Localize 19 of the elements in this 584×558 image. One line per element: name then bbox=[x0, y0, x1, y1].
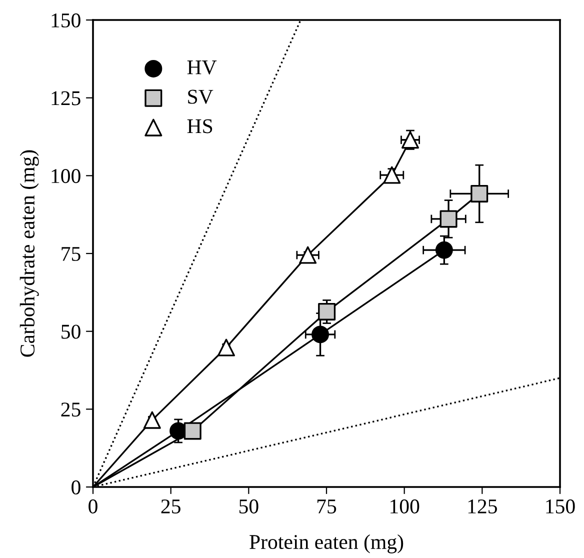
y-tick-label: 50 bbox=[62, 324, 80, 339]
legend-label: HS bbox=[187, 119, 212, 134]
x-tick-label: 75 bbox=[317, 500, 336, 514]
y-tick-label: 75 bbox=[62, 247, 80, 261]
y-tick-label: 100 bbox=[52, 169, 80, 184]
x-tick-label: 150 bbox=[546, 499, 575, 514]
x-tick-label: 0 bbox=[88, 499, 98, 514]
legend-label: HV bbox=[187, 60, 217, 74]
legend-label: SV bbox=[188, 90, 214, 104]
x-tick-label: 25 bbox=[161, 499, 180, 514]
y-tick-label: 25 bbox=[61, 402, 80, 417]
y-tick-label: 150 bbox=[52, 13, 80, 28]
x-axis-title: Protein eaten (mg) bbox=[250, 534, 404, 554]
y-axis-title: Carbohydrate eaten (mg) bbox=[20, 150, 39, 357]
x-tick-label: 50 bbox=[239, 499, 258, 514]
x-tick-label: 125 bbox=[468, 499, 497, 514]
y-tick-label: 0 bbox=[72, 480, 80, 494]
x-tick-label: 100 bbox=[390, 499, 420, 514]
y-tick-label: 125 bbox=[52, 91, 80, 106]
